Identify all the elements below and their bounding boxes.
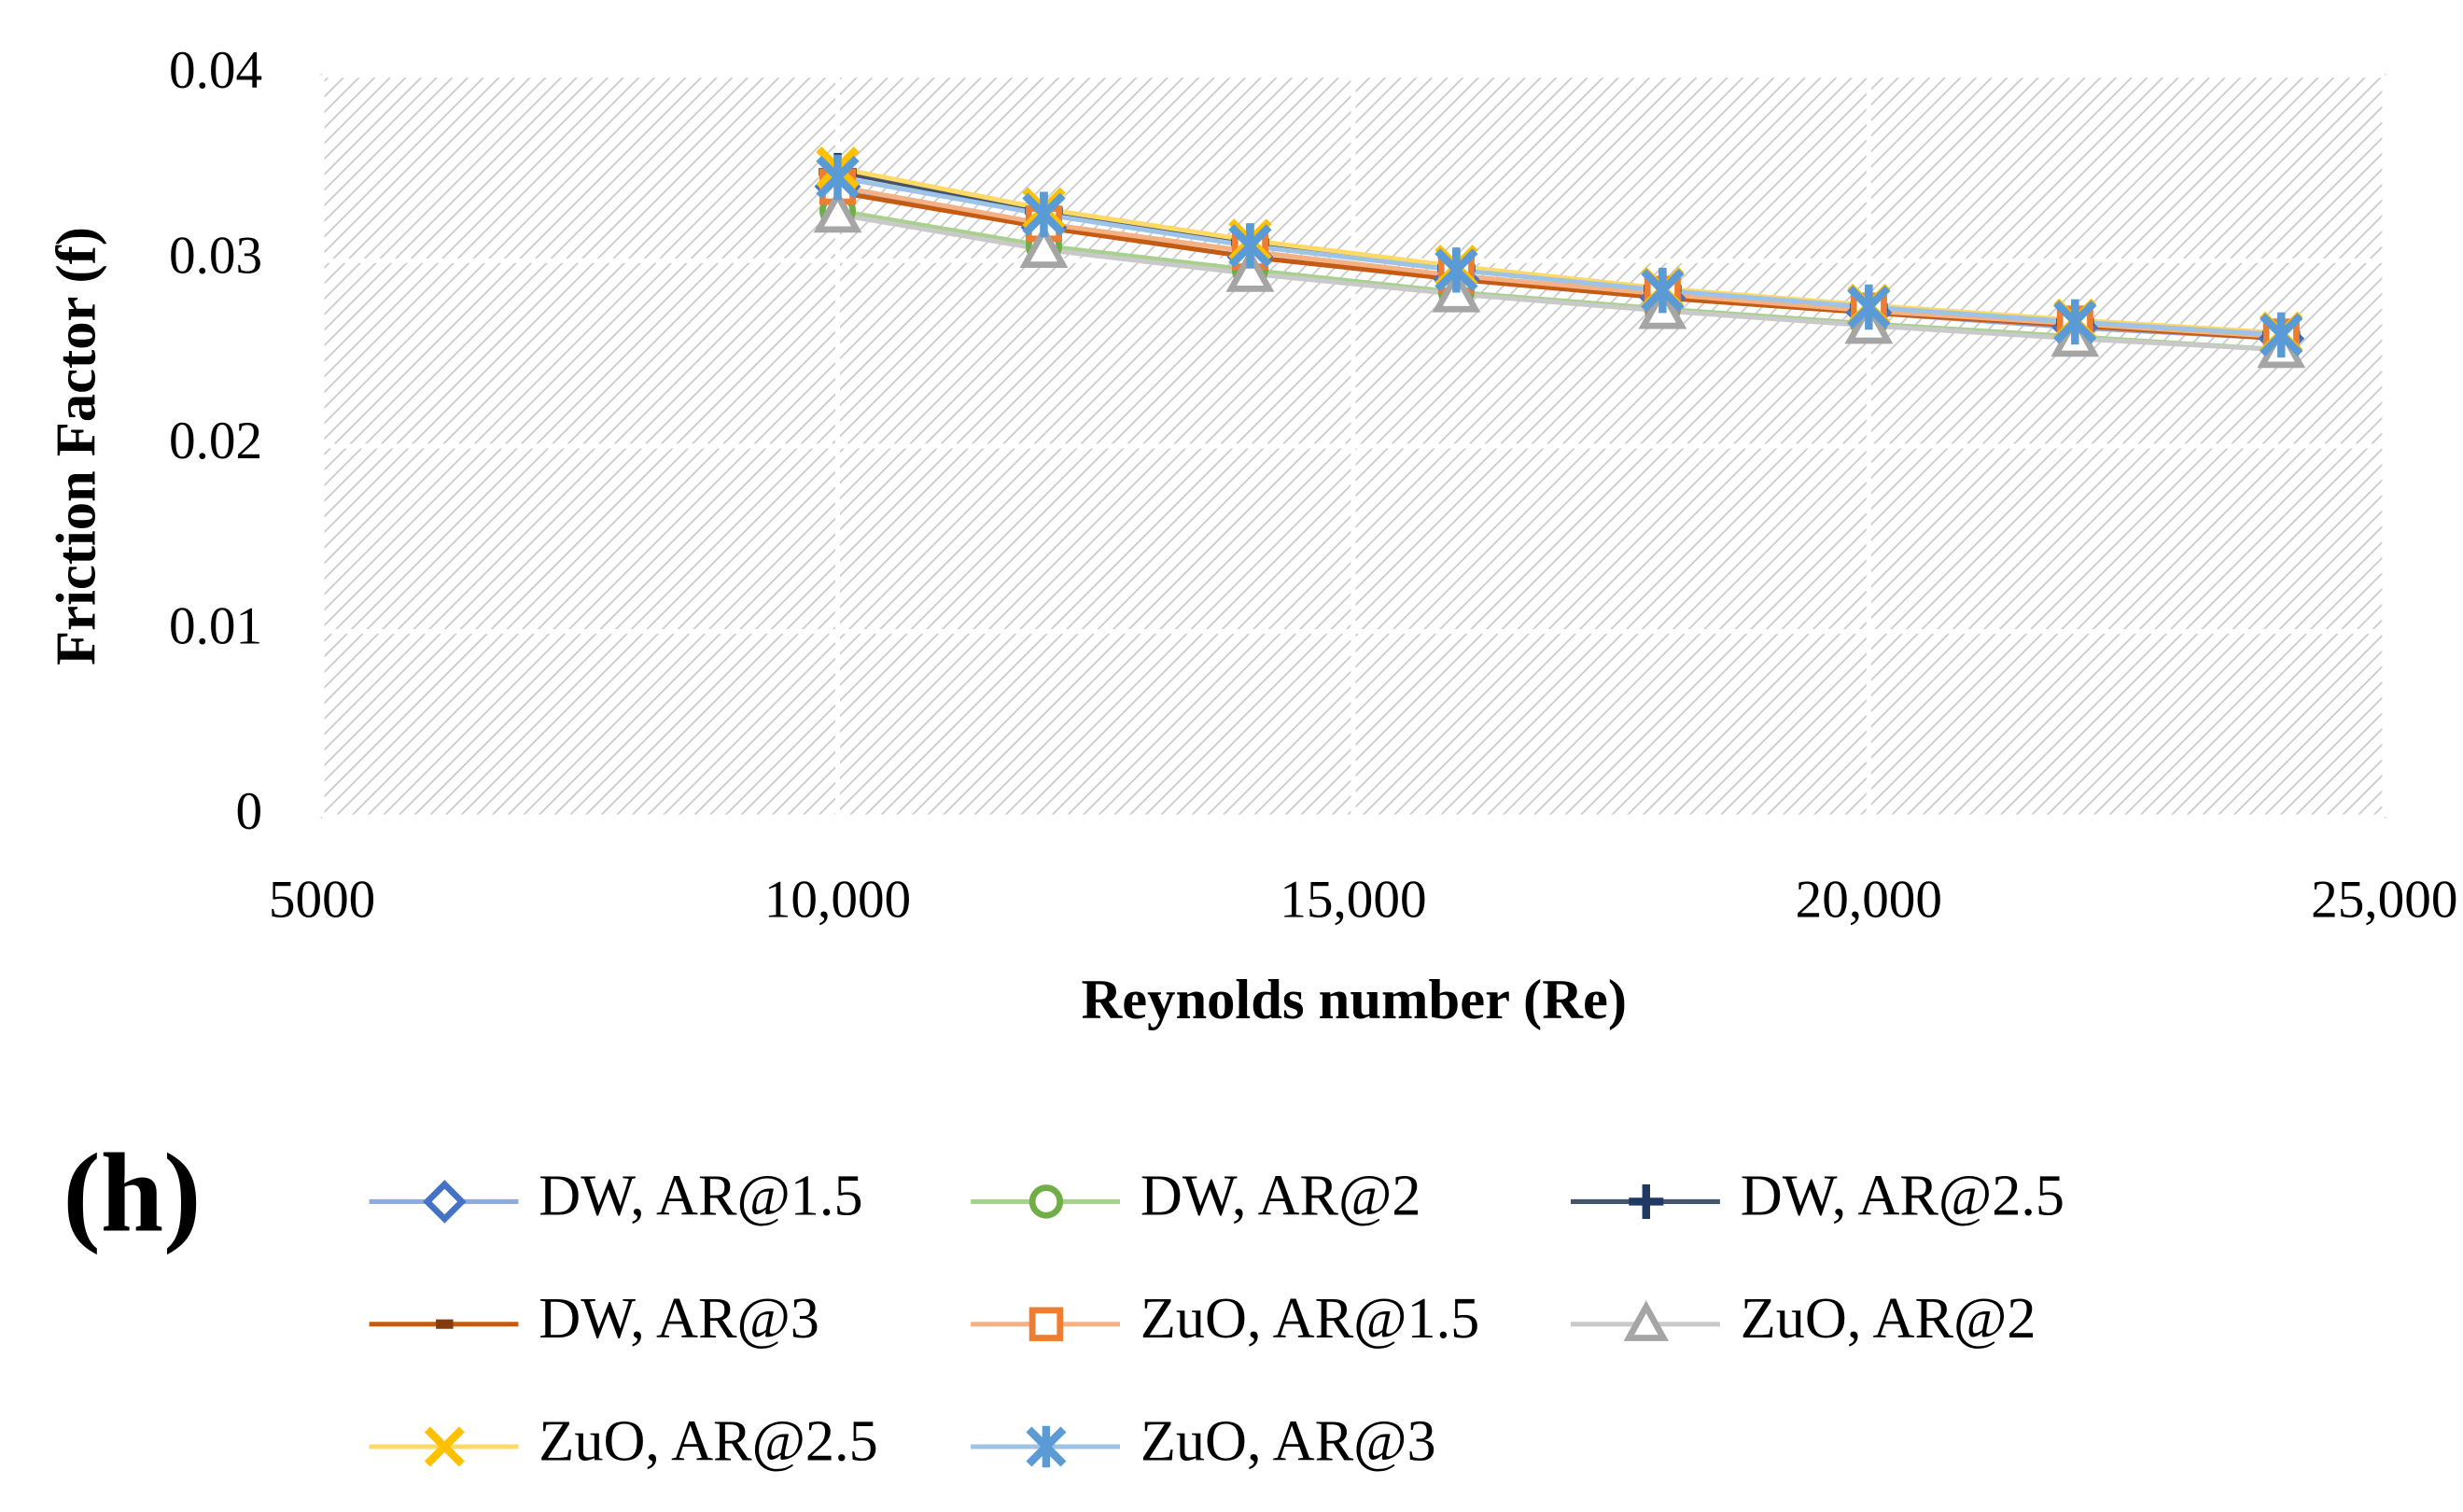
marker-shape xyxy=(1029,1184,1064,1219)
marker-shape xyxy=(424,1426,465,1467)
marker xyxy=(1434,247,1478,293)
legend-label: DW, AR@1.5 xyxy=(539,1165,862,1228)
marker xyxy=(1026,1425,1067,1468)
marker xyxy=(1623,1300,1670,1341)
marker xyxy=(1225,248,1275,292)
marker-shape xyxy=(1629,1183,1664,1219)
marker-shape xyxy=(1022,191,1066,237)
x-tick-label: 10,000 xyxy=(764,870,911,929)
y-tick-label: 0.04 xyxy=(169,41,262,100)
x-tick-label: 25,000 xyxy=(2311,870,2457,929)
marker-shape xyxy=(1623,1300,1670,1341)
marker xyxy=(816,154,860,201)
marker xyxy=(2053,299,2097,345)
y-tick-label: 0.01 xyxy=(169,597,262,656)
marker-shape xyxy=(816,154,860,201)
marker-shape xyxy=(1029,1307,1064,1341)
marker xyxy=(1847,284,1891,330)
marker-shape xyxy=(1847,284,1891,330)
marker xyxy=(2260,312,2303,358)
panel-label: (h) xyxy=(63,1131,201,1256)
marker-shape xyxy=(813,189,862,233)
marker xyxy=(423,1180,467,1224)
marker-shape xyxy=(1434,247,1478,293)
y-axis-title: Friction Factor (f) xyxy=(45,227,107,665)
series-markers xyxy=(813,146,2306,369)
x-tick-label: 15,000 xyxy=(1280,870,1426,929)
x-tick-label: 5000 xyxy=(269,870,375,929)
legend-label: ZuO, AR@1.5 xyxy=(1141,1287,1479,1351)
legend-label: ZuO, AR@3 xyxy=(1141,1409,1436,1473)
marker xyxy=(424,1426,465,1467)
marker-shape xyxy=(1019,224,1069,268)
marker-shape xyxy=(1026,1425,1067,1468)
marker xyxy=(1022,191,1066,237)
marker xyxy=(1029,1307,1064,1341)
legend-label: DW, AR@2.5 xyxy=(1741,1165,2064,1228)
series-line xyxy=(837,175,2282,338)
legend-label: DW, AR@3 xyxy=(539,1287,819,1351)
legend-label: ZuO, AR@2.5 xyxy=(539,1409,877,1473)
legend-label: ZuO, AR@2 xyxy=(1741,1287,2036,1351)
series-line xyxy=(837,212,2282,353)
marker-shape xyxy=(2053,299,2097,345)
marker-shape xyxy=(1641,267,1685,314)
marker xyxy=(813,189,862,233)
x-axis-title: Reynolds number (Re) xyxy=(1082,969,1627,1031)
marker-shape xyxy=(1225,248,1275,292)
marker xyxy=(1228,223,1272,269)
marker-shape xyxy=(2260,312,2303,358)
legend-label: DW, AR@2 xyxy=(1141,1165,1421,1228)
x-tick-label: 20,000 xyxy=(1796,870,1942,929)
y-tick-label: 0.03 xyxy=(169,226,262,285)
marker-shape xyxy=(1228,223,1272,269)
legend: DW, AR@1.5 DW, AR@2 DW, AR@2.5 DW, AR@3 ZuO,… xyxy=(369,1165,2064,1473)
y-tick-label: 0.02 xyxy=(169,412,262,470)
marker xyxy=(1641,267,1685,314)
marker xyxy=(1019,224,1069,268)
marker xyxy=(1029,1184,1064,1219)
grid xyxy=(319,73,2387,819)
series-lines xyxy=(837,165,2282,353)
marker-shape xyxy=(423,1180,467,1224)
marker xyxy=(1629,1183,1664,1219)
y-tick-label: 0 xyxy=(236,782,263,841)
